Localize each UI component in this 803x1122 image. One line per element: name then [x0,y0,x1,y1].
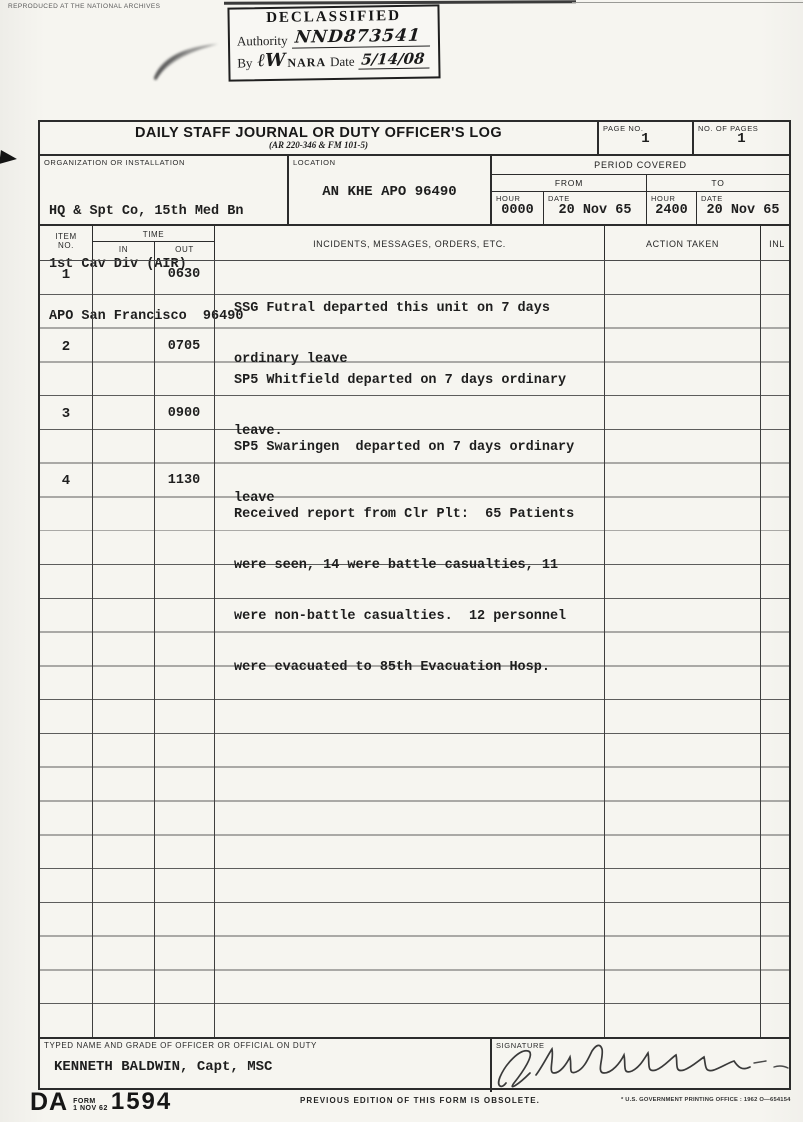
col-header-inl: INL [760,226,793,260]
form-number: 1594 [110,1088,173,1115]
location-cell: LOCATION AN KHE APO 96490 [287,156,490,224]
page-no-cell: PAGE NO. 1 [597,122,692,154]
time-label: TIME [93,226,214,242]
to-hour-label: HOUR [651,194,676,203]
organization-label: ORGANIZATION OR INSTALLATION [44,158,185,167]
stamp-by-label: By [237,55,253,71]
period-covered-cell: PERIOD COVERED FROM TO HOUR 0000 DATE 20… [490,156,789,224]
da-form-1594: DAILY STAFF JOURNAL OR DUTY OFFICER'S LO… [38,120,791,1092]
from-date-cell: DATE 20 Nov 65 [544,192,647,224]
organization-cell: ORGANIZATION OR INSTALLATION HQ & Spt Co… [40,156,287,324]
stamp-date-value: 5/14/08 [358,49,432,70]
from-hour-cell: HOUR 0000 [492,192,544,224]
signature-label: SIGNATURE [496,1041,545,1050]
entry-item-no: 4 [61,473,71,489]
scan-edge-line-light [572,2,803,3]
entry-time-out: 0630 [167,267,201,282]
from-hour-label: HOUR [496,194,521,203]
archives-reproduction-note: REPRODUCED AT THE NATIONAL ARCHIVES [8,3,161,10]
form-edition: FORM 1 NOV 62 [73,1098,108,1112]
pen-swoosh-mark [154,44,218,80]
entry-text: Received report from Clr Plt: 65 Patient… [234,507,575,675]
to-hour-value: 2400 [655,203,688,218]
entry-time-out: 1130 [167,473,201,488]
entry-item-no: 2 [61,339,71,355]
column-divider [214,261,216,1037]
no-of-pages-value: 1 [737,131,746,147]
typed-name-label: TYPED NAME AND GRADE OF OFFICER OR OFFIC… [44,1041,317,1050]
from-date-value: 20 Nov 65 [558,203,632,218]
log-table-body: 1 0630 SSG Futral departed this unit on … [40,260,789,1037]
no-of-pages-label: NO. OF PAGES [698,124,759,133]
entry-time-out: 0900 [167,406,201,421]
period-covered-label: PERIOD COVERED [492,156,789,175]
declassified-stamp: DECLASSIFIED Authority NND873541 By ℓW N… [227,4,441,82]
location-label: LOCATION [293,158,336,167]
stamp-nara-label: NARA [287,55,327,70]
gpo-note: * U.S. GOVERNMENT PRINTING OFFICE : 1962… [621,1097,791,1103]
entry-time-out: 0705 [167,339,201,354]
stamp-authority-label: Authority [236,32,288,49]
stamp-authority-value: NND873541 [291,25,432,49]
col-header-action-taken: ACTION TAKEN [604,226,760,260]
to-date-value: 20 Nov 65 [706,203,780,218]
stamp-title: DECLASSIFIED [266,7,402,27]
organization-line: HQ & Spt Co, 15th Med Bn [49,204,244,219]
to-hour-cell: HOUR 2400 [647,192,697,224]
to-date-label: DATE [701,194,723,203]
entry-text: SP5 Swaringen departed on 7 days ordinar… [234,440,575,506]
form-title-row: DAILY STAFF JOURNAL OR DUTY OFFICER'S LO… [40,122,789,154]
column-divider [154,261,156,1037]
col-header-time: TIME IN OUT [92,226,214,261]
entry-item-no: 3 [61,406,71,422]
page-no-value: 1 [641,131,650,147]
signature-row: TYPED NAME AND GRADE OF OFFICER OR OFFIC… [40,1037,789,1092]
no-of-pages-cell: NO. OF PAGES 1 [692,122,789,154]
entry-text: SP5 Whitfield departed on 7 days ordinar… [234,373,567,439]
form-number-block: DA FORM 1 NOV 62 1594 [30,1088,173,1116]
da-prefix: DA [30,1088,69,1116]
period-to-label: TO [711,178,725,188]
form-subtitle: (AR 220-346 & FM 101-5) [269,140,368,150]
from-hour-value: 0000 [501,203,534,218]
col-header-incidents: INCIDENTS, MESSAGES, ORDERS, ETC. [214,226,604,260]
arrow-mark-icon [0,150,18,166]
column-divider [604,261,606,1037]
obsolete-note: PREVIOUS EDITION OF THIS FORM IS OBSOLET… [300,1096,540,1105]
col-header-time-in: IN [93,242,155,261]
stamp-date-label: Date [329,53,355,70]
column-divider [760,261,762,1037]
from-date-label: DATE [548,194,570,203]
to-date-cell: DATE 20 Nov 65 [697,192,789,224]
column-divider [92,261,94,1037]
col-header-time-out: OUT [175,245,194,254]
typed-name-value: KENNETH BALDWIN, Capt, MSC [54,1059,273,1075]
typed-name-cell: TYPED NAME AND GRADE OF OFFICER OR OFFIC… [40,1039,490,1092]
stamp-by-initials: ℓW [257,49,286,72]
form-title: DAILY STAFF JOURNAL OR DUTY OFFICER'S LO… [134,125,503,141]
period-from-label: FROM [492,175,647,191]
col-header-item-no: ITEM NO. [55,232,77,250]
log-table-header: ITEM NO. TIME IN OUT INCIDENTS, MESSAGES… [40,224,789,261]
signature-cell: SIGNATURE [490,1039,789,1092]
location-value: AN KHE APO 96490 [322,184,457,200]
entry-text: SSG Futral departed this unit on 7 days … [234,301,550,367]
handwritten-signature [497,1044,789,1088]
form-info-row: ORGANIZATION OR INSTALLATION HQ & Spt Co… [40,154,789,324]
entry-item-no: 1 [61,267,71,283]
page-no-label: PAGE NO. [603,124,644,133]
